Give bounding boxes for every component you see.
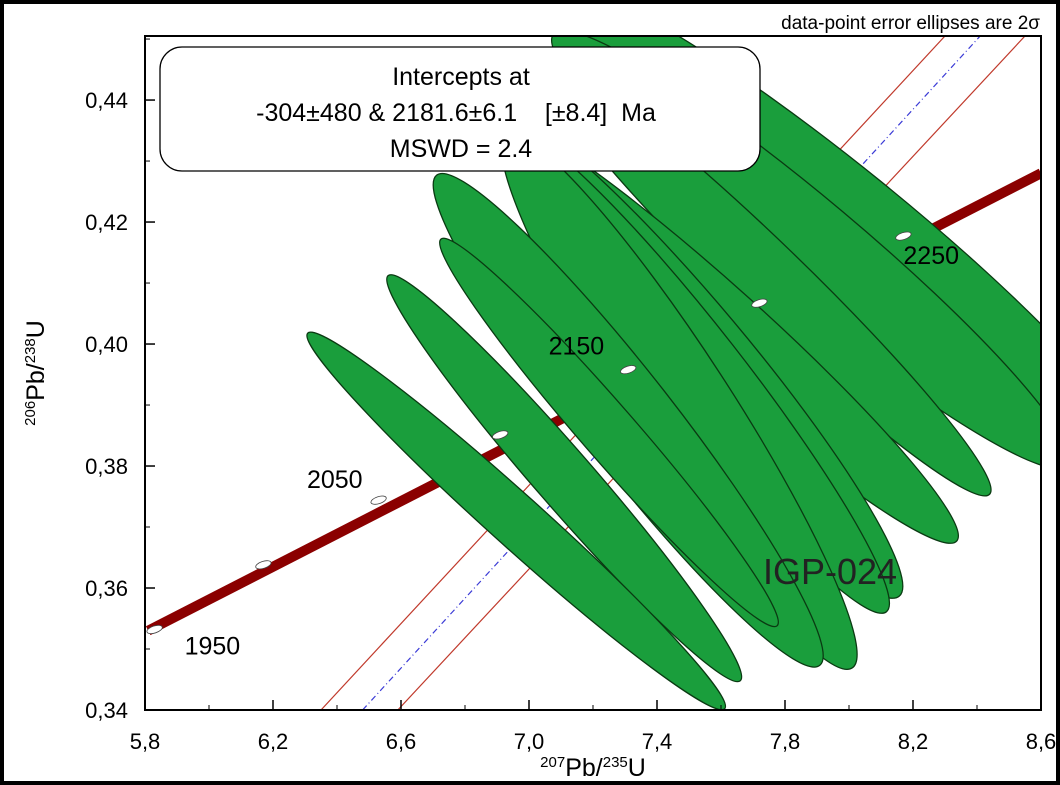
error-ellipse-11 xyxy=(306,331,727,710)
intercept-line-2: -304±480 & 2181.6±6.1 [±8.4] Ma xyxy=(256,99,656,127)
mswd-line: MSWD = 2.4 xyxy=(390,135,532,163)
age-marker-1950 xyxy=(146,624,163,635)
age-marker-2250 xyxy=(895,231,912,241)
age-marker-2200 xyxy=(751,298,768,308)
x-axis-label-main1: Pb/ xyxy=(565,754,603,782)
x-tick-label-7: 8,6 xyxy=(1026,729,1057,754)
x-axis-label-main2: U xyxy=(628,754,646,782)
error-ellipse-10 xyxy=(386,274,743,683)
x-tick-label-0: 5,8 xyxy=(130,729,161,754)
y-axis-label-sup2: 238 xyxy=(22,338,39,363)
y-tick-label-0: 0,34 xyxy=(85,698,128,723)
x-axis-label: 207Pb/235U xyxy=(540,754,646,782)
age-marker-2000 xyxy=(255,560,272,570)
y-tick-label-5: 0,44 xyxy=(85,88,128,113)
x-tick-label-2: 6,6 xyxy=(386,729,417,754)
x-tick-label-3: 7,0 xyxy=(514,729,545,754)
age-marker-2150 xyxy=(620,365,637,375)
error-ellipse-9 xyxy=(439,237,779,628)
age-label-2050: 2050 xyxy=(307,466,363,494)
y-axis-label: 206Pb/238U xyxy=(22,320,50,426)
age-marker-2100 xyxy=(492,430,509,440)
age-label-2150: 2150 xyxy=(549,333,605,361)
x-tick-label-6: 8,2 xyxy=(898,729,929,754)
x-tick-label-1: 6,2 xyxy=(258,729,289,754)
y-tick-label-2: 0,38 xyxy=(85,454,128,479)
error-ellipse-note: data-point error ellipses are 2σ xyxy=(781,13,1040,34)
age-label-1950: 1950 xyxy=(185,632,241,660)
x-axis-label-sup1: 207 xyxy=(540,754,565,771)
age-marker-2050 xyxy=(370,495,387,505)
intercept-box-frame xyxy=(159,46,761,172)
y-tick-label-3: 0,40 xyxy=(85,332,128,357)
y-axis-label-main2: U xyxy=(22,320,50,338)
sample-label: IGP-024 xyxy=(763,551,897,592)
y-tick-label-1: 0,36 xyxy=(85,576,128,601)
y-axis-label-main1: Pb/ xyxy=(22,363,50,401)
age-label-2250: 2250 xyxy=(903,242,959,270)
x-tick-label-5: 7,8 xyxy=(770,729,801,754)
y-tick-label-4: 0,42 xyxy=(85,210,128,235)
x-tick-label-4: 7,4 xyxy=(642,729,673,754)
intercept-line-1: Intercepts at xyxy=(392,63,530,91)
x-axis-label-sup2: 235 xyxy=(603,754,628,771)
y-axis-label-sup1: 206 xyxy=(22,401,39,426)
intercept-box: Intercepts at -304±480 & 2181.6±6.1 [±8.… xyxy=(159,46,761,172)
